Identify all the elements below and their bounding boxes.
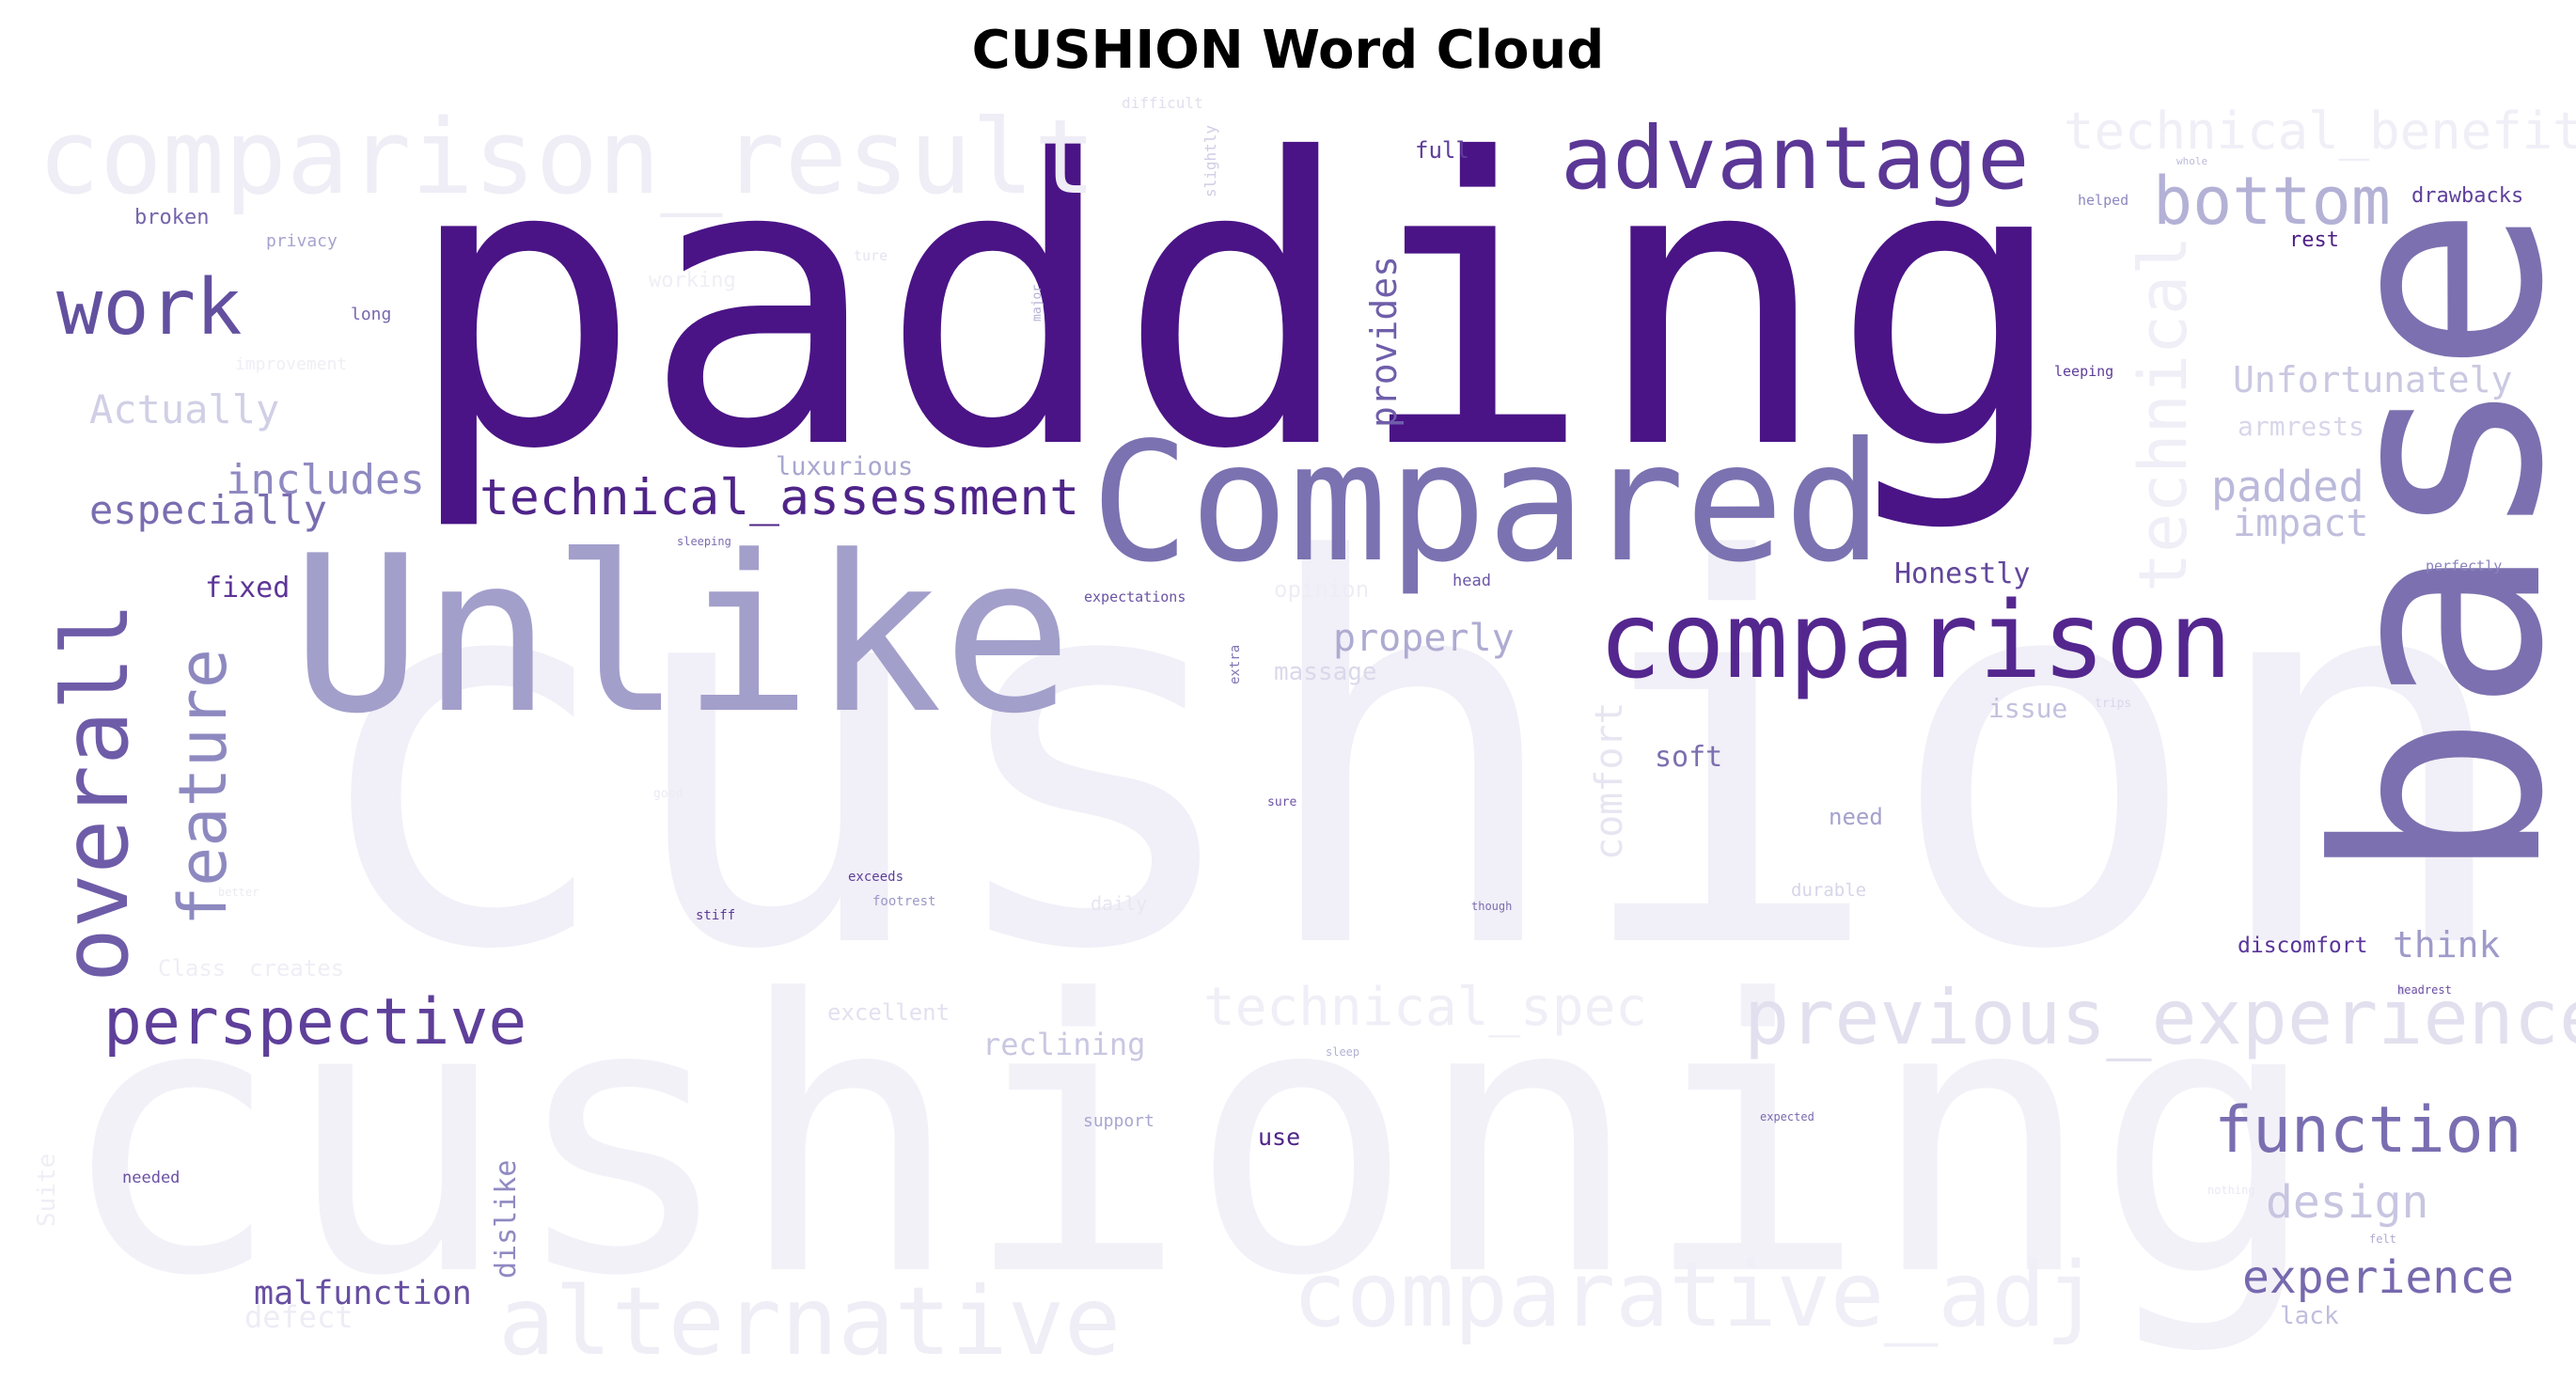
- word-cushioning: cushioning: [56, 921, 2320, 1358]
- word-armrests: armrests: [2238, 411, 2364, 442]
- word-work: work: [56, 263, 242, 353]
- word-provides: provides: [1363, 256, 1405, 428]
- word-compared: Compared: [1091, 408, 1883, 599]
- word-advantage: advantage: [1561, 108, 2030, 209]
- word-sure: sure: [1267, 795, 1296, 809]
- word-feature: feature: [165, 649, 242, 926]
- word-function: function: [2214, 1093, 2522, 1168]
- word-better: better: [218, 886, 259, 899]
- word-lack: lack: [2280, 1302, 2339, 1330]
- word-full: full: [1415, 137, 1469, 164]
- word-improvement: improvement: [235, 354, 347, 374]
- word-leeping: leeping: [2054, 363, 2113, 380]
- word-discomfort: discomfort: [2238, 934, 2367, 958]
- word-includes: includes: [226, 456, 425, 504]
- word-trips: trips: [2095, 697, 2131, 711]
- word-fixed: fixed: [205, 572, 290, 605]
- word-comparative-adj: comparative_adj: [1293, 1244, 2099, 1347]
- word-bottom: bottom: [2153, 163, 2391, 240]
- word-sleep: sleep: [1326, 1045, 1359, 1059]
- word-sleeping: sleeping: [677, 535, 731, 548]
- word-support: support: [1083, 1111, 1154, 1131]
- word-working: working: [649, 269, 736, 292]
- word-comparison-result: comparison_result: [38, 97, 1096, 217]
- word-comparison: comparison: [1598, 580, 2232, 702]
- word-think: think: [2393, 924, 2501, 966]
- word-daily: daily: [1091, 892, 1147, 915]
- word-technical: technical: [2125, 236, 2202, 592]
- word-difficult: difficult: [1122, 94, 1203, 112]
- word-whole: whole: [2176, 155, 2207, 167]
- word-honestly: Honestly: [1894, 558, 2031, 590]
- word-broken: broken: [134, 206, 209, 229]
- word-exceeds: exceeds: [848, 870, 903, 885]
- word-expected: expected: [1760, 1110, 1814, 1123]
- word-impact: impact: [2233, 502, 2369, 545]
- word-suite: Suite: [33, 1154, 61, 1227]
- word-properly: properly: [1333, 617, 1515, 660]
- word-expectations: expectations: [1084, 589, 1186, 605]
- word-malfunction: malfunction: [254, 1275, 472, 1312]
- word-comfort: comfort: [1588, 701, 1631, 860]
- word-technical-benefit: technical_benefit: [2064, 102, 2576, 161]
- word-need: need: [1829, 804, 1883, 830]
- word-nothing: nothing: [2207, 1184, 2255, 1197]
- word-previous-experience: previous_experience: [1744, 974, 2576, 1061]
- word-technical-spec: technical_spec: [1203, 977, 1647, 1038]
- word-use: use: [1258, 1123, 1300, 1151]
- word-stiff: stiff: [696, 908, 735, 923]
- word-defect: defect: [244, 1299, 353, 1335]
- word-issue: issue: [1988, 693, 2067, 724]
- chart-title: CUSHION Word Cloud: [971, 20, 1605, 81]
- word-privacy: privacy: [266, 231, 338, 251]
- word-helped: helped: [2078, 192, 2128, 209]
- word-headrest: headrest: [2397, 983, 2452, 997]
- word-creates: creates: [249, 955, 344, 982]
- word-massage: massage: [1274, 658, 1377, 686]
- word-slightly: slightly: [1202, 125, 1219, 197]
- word-rest: rest: [2289, 228, 2339, 252]
- word-needed: needed: [122, 1169, 180, 1187]
- word-long: long: [351, 305, 391, 324]
- word-overall: overall: [43, 602, 149, 982]
- word-padded: padded: [2211, 462, 2364, 511]
- word-unfortunately: Unfortunately: [2233, 359, 2512, 400]
- word-padding: padding: [404, 76, 2068, 536]
- word-design: design: [2266, 1176, 2428, 1229]
- word-class: Class: [158, 955, 226, 982]
- word-head: head: [1453, 572, 1491, 590]
- word-ture: ture: [854, 247, 887, 264]
- word-excellent: excellent: [827, 999, 950, 1026]
- word-perfectly: perfectly: [2426, 558, 2502, 574]
- word-though: though: [1471, 900, 1512, 913]
- word-cushion: cushion: [301, 452, 2520, 1065]
- word-experience: experience: [2242, 1251, 2514, 1304]
- word-base: base: [2277, 205, 2576, 884]
- word-good: good: [653, 787, 683, 801]
- word-footrest: footrest: [872, 894, 935, 909]
- word-felt: felt: [2369, 1233, 2396, 1246]
- word-technical-assessment: technical_assessment: [479, 469, 1079, 526]
- word-soft: soft: [1655, 741, 1722, 774]
- word-dislike: dislike: [490, 1160, 523, 1279]
- word-extra: extra: [1228, 645, 1243, 684]
- word-major: major: [1030, 285, 1045, 322]
- word-alternative: alternative: [498, 1266, 1121, 1376]
- word-luxurious: luxurious: [776, 452, 913, 481]
- word-especially: especially: [89, 487, 327, 533]
- word-reclining: reclining: [982, 1027, 1145, 1062]
- word-actually: Actually: [89, 386, 279, 432]
- word-perspective: perspective: [103, 985, 526, 1060]
- word-unlike: Unlike: [291, 510, 1073, 762]
- word-durable: durable: [1791, 880, 1866, 901]
- word-drawbacks: drawbacks: [2411, 184, 2523, 208]
- word-opinion: opinion: [1274, 576, 1369, 603]
